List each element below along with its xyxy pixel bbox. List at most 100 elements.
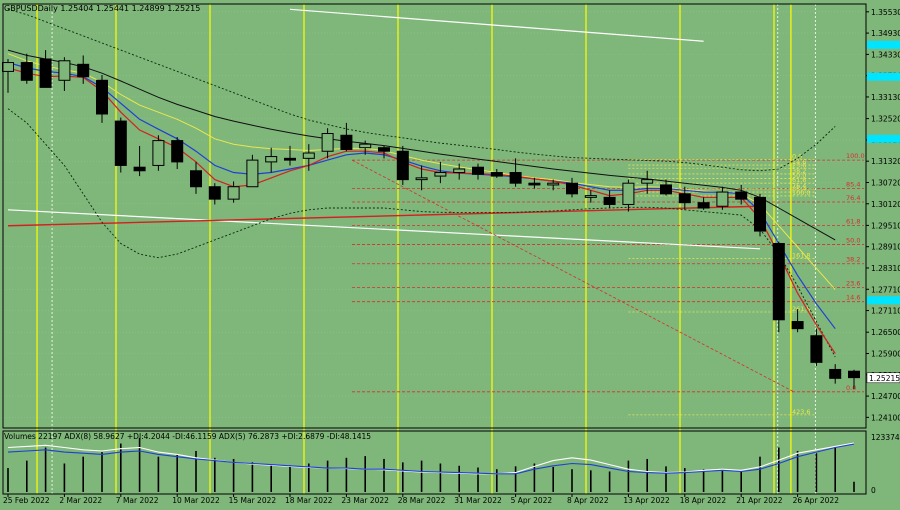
candles: [2, 50, 860, 389]
candle-bull: [227, 186, 240, 200]
candle-bear: [754, 196, 766, 232]
price-tag-cyan: [867, 72, 900, 81]
fib-yellow-label: 100.0: [792, 189, 811, 197]
candle-bear: [472, 166, 484, 175]
candle-bear: [171, 140, 184, 163]
date-label: 23 Mar 2022: [341, 496, 389, 505]
candle-bear: [697, 202, 710, 209]
volume-header: Volumes 22197 ADX(8) 58.9627 +DI:4.2044 …: [4, 432, 371, 441]
candle-bear: [396, 150, 409, 181]
date-label: 18 Apr 2022: [680, 496, 727, 505]
candle-bear: [528, 182, 541, 186]
lower-channel-line: [7, 209, 761, 250]
candle-bear: [96, 79, 108, 115]
date-label: 8 Apr 2022: [567, 496, 609, 505]
price-tick-label: 1.34930: [871, 29, 900, 38]
trend-lines: [7, 8, 795, 393]
volume-zero-label: 0: [871, 486, 876, 495]
candle-bear: [378, 147, 390, 152]
fib-red-label: 50.0: [846, 237, 860, 245]
date-label: 28 Mar 2022: [398, 496, 446, 505]
fib-red-label: 76.4: [846, 194, 860, 202]
fib-yellow-label: 50.0: [792, 172, 806, 180]
date-label: 25 Feb 2022: [3, 496, 50, 505]
bollinger-lower: [7, 108, 836, 358]
yellow-vertical-lines: [36, 4, 816, 494]
date-label: 10 Mar 2022: [172, 496, 220, 505]
candle-bear: [190, 170, 202, 188]
current-price-tag: [866, 372, 900, 384]
candle-bull: [453, 168, 466, 174]
date-label: 7 Mar 2022: [116, 496, 159, 505]
candle-bull: [641, 179, 654, 184]
candle-bull: [302, 152, 315, 159]
red-support-line: [7, 205, 761, 227]
price-panel-frame: [2, 3, 867, 429]
candle-bear: [566, 182, 578, 195]
price-tick-label: 1.25900: [871, 349, 900, 358]
candle-bear: [490, 172, 503, 177]
date-label: 26 Apr 2022: [793, 496, 840, 505]
candle-bull: [584, 195, 597, 198]
price-tag-cyan: [867, 40, 900, 49]
candle-bull: [246, 159, 259, 188]
date-label: 21 Apr 2022: [736, 496, 783, 505]
price-tick-label: 1.29510: [871, 221, 900, 230]
candle-bear: [735, 191, 748, 200]
candle-bull: [152, 140, 165, 166]
price-tick-label: 1.33130: [871, 93, 900, 102]
candle-bear: [810, 335, 823, 363]
date-label: 2 Mar 2022: [59, 496, 102, 505]
symbol-header: GBPUSDDaily 1.25404 1.25441 1.24899 1.25…: [4, 4, 200, 13]
candle-bull: [622, 182, 635, 205]
fib-yellow-label: 0.0: [792, 152, 802, 160]
price-tick-label: 1.27710: [871, 285, 900, 294]
fib-diagonal-line: [351, 159, 795, 393]
price-tick-label: 1.31320: [871, 157, 900, 166]
fib-yellow-label: 23.6: [792, 161, 806, 169]
price-tick-label: 1.24700: [871, 392, 900, 401]
fib-yellow-label: 61.8: [792, 176, 806, 184]
candle-bull: [716, 191, 729, 207]
candle-bull: [415, 177, 428, 181]
fib-red-label: 100.0: [846, 152, 865, 160]
candle-bear: [20, 62, 33, 81]
candle-bear: [340, 134, 353, 150]
price-tick-label: 1.26500: [871, 328, 900, 337]
date-label: 18 Mar 2022: [285, 496, 333, 505]
price-tag-cyan: [867, 134, 900, 143]
fib-red-label: 61.8: [846, 217, 860, 225]
candle-bear: [208, 186, 221, 200]
candle-bear: [509, 172, 522, 184]
volume-panel-frame: [2, 430, 867, 495]
adx-blue-line: [7, 443, 855, 475]
fib-red-label: 23.6: [846, 279, 860, 287]
fib-yellow-label: 161.8: [792, 251, 811, 259]
candle-bear: [678, 193, 691, 204]
price-tick-label: 1.28310: [871, 264, 900, 273]
candle-bear: [77, 63, 90, 78]
price-tick-label: 1.30120: [871, 200, 900, 209]
price-tick-label: 1.27110: [871, 307, 900, 316]
fib-red-label: 85.4: [846, 181, 860, 189]
ma-black-line: [7, 49, 836, 241]
candle-bear: [829, 368, 842, 379]
axes: 1.355301.349301.343301.337301.331301.325…: [2, 3, 900, 505]
volume-panel: [7, 437, 855, 492]
fib-yellow-label: 14.6: [792, 158, 806, 166]
date-label: 15 Mar 2022: [229, 496, 277, 505]
candle-bull: [265, 156, 278, 163]
candle-bull: [547, 182, 560, 186]
candle-bear: [848, 370, 860, 379]
price-tick-label: 1.30720: [871, 178, 900, 187]
date-label: 5 Apr 2022: [511, 496, 553, 505]
upper-channel-line: [289, 8, 704, 42]
price-tick-label: 1.32520: [871, 115, 900, 124]
fib-yellow-label: 38.2: [792, 167, 806, 175]
candle-bear: [284, 157, 296, 161]
candle-bull: [359, 143, 372, 149]
price-tag-cyan: [867, 296, 900, 305]
